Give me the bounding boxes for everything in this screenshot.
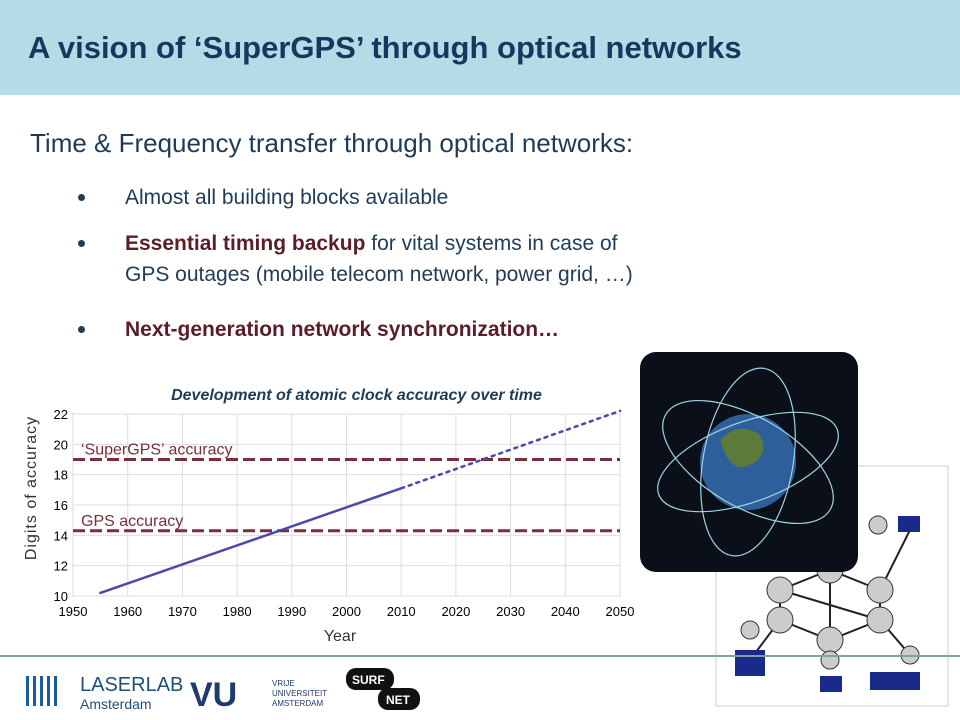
header-band	[0, 0, 960, 95]
bullet: Almost all building blocks available	[125, 182, 448, 213]
y-tick-label: 18	[54, 468, 68, 483]
bullet-dot	[78, 240, 85, 247]
satellite-image	[640, 352, 858, 572]
reference-label: GPS accuracy	[81, 513, 183, 530]
bullet: Next-generation network synchronization…	[125, 314, 559, 345]
logo-text: SURF	[352, 673, 385, 687]
bullet-text: Almost all building blocks available	[125, 186, 449, 209]
bullet-dot	[78, 194, 85, 201]
x-tick-label: 2020	[441, 604, 470, 619]
y-tick-label: 12	[54, 559, 68, 574]
bullet-text: for vital systems in case of	[365, 232, 618, 255]
bullet-dot	[78, 326, 85, 333]
y-tick-label: 22	[54, 407, 68, 422]
y-tick-label: 20	[54, 437, 68, 452]
bullet: Essential timing backup for vital system…	[125, 228, 633, 290]
laserlab-bars	[26, 676, 57, 706]
x-tick-label: 1950	[59, 604, 88, 619]
x-tick-label: 2000	[332, 604, 361, 619]
bullet-line: Essential timing backup for vital system…	[125, 228, 633, 259]
bullet-line: Next-generation network synchronization…	[125, 314, 559, 345]
y-tick-label: 16	[54, 498, 68, 513]
reference-label: ‘SuperGPS’ accuracy	[81, 442, 232, 459]
y-tick-label: 10	[54, 589, 68, 604]
heading: Time & Frequency transfer through optica…	[30, 128, 634, 158]
x-tick-label: 1960	[113, 604, 142, 619]
x-tick-label: 2010	[387, 604, 416, 619]
x-tick-label: 1970	[168, 604, 197, 619]
bullet-text: Next-generation network synchronization…	[125, 318, 560, 341]
x-tick-label: 2050	[606, 604, 635, 619]
bullet-line: GPS outages (mobile telecom network, pow…	[125, 259, 633, 290]
y-axis-label: Digits of accuracy	[23, 416, 40, 560]
logo-text: Amsterdam	[80, 696, 152, 712]
x-axis-label: Year	[324, 628, 357, 645]
x-tick-label: 1980	[223, 604, 252, 619]
logo-text: UNIVERSITEIT	[272, 689, 327, 698]
footer-rule	[0, 655, 960, 657]
series-line	[99, 487, 403, 595]
x-tick-label: 1990	[277, 604, 306, 619]
logo-text: NET	[386, 693, 411, 707]
slide-title: A vision of ‘SuperGPS’ through optical n…	[28, 30, 742, 65]
x-tick-label: 2040	[551, 604, 580, 619]
y-tick-label: 14	[54, 528, 68, 543]
x-tick-label: 2030	[496, 604, 525, 619]
logo-text: AMSTERDAM	[272, 699, 323, 708]
bullet-text: GPS outages (mobile telecom network, pow…	[125, 263, 633, 286]
logo-text: VU	[190, 676, 237, 714]
logo-text: VRIJE	[272, 679, 295, 688]
surf-badge	[346, 668, 394, 690]
series-line	[399, 409, 622, 490]
bullet-line: Almost all building blocks available	[125, 182, 448, 213]
surf-badge	[378, 688, 420, 710]
chart-title: Development of atomic clock accuracy ove…	[171, 387, 542, 404]
bullet-text: Essential timing backup	[125, 232, 366, 255]
logo-text: LASERLAB	[80, 674, 183, 696]
